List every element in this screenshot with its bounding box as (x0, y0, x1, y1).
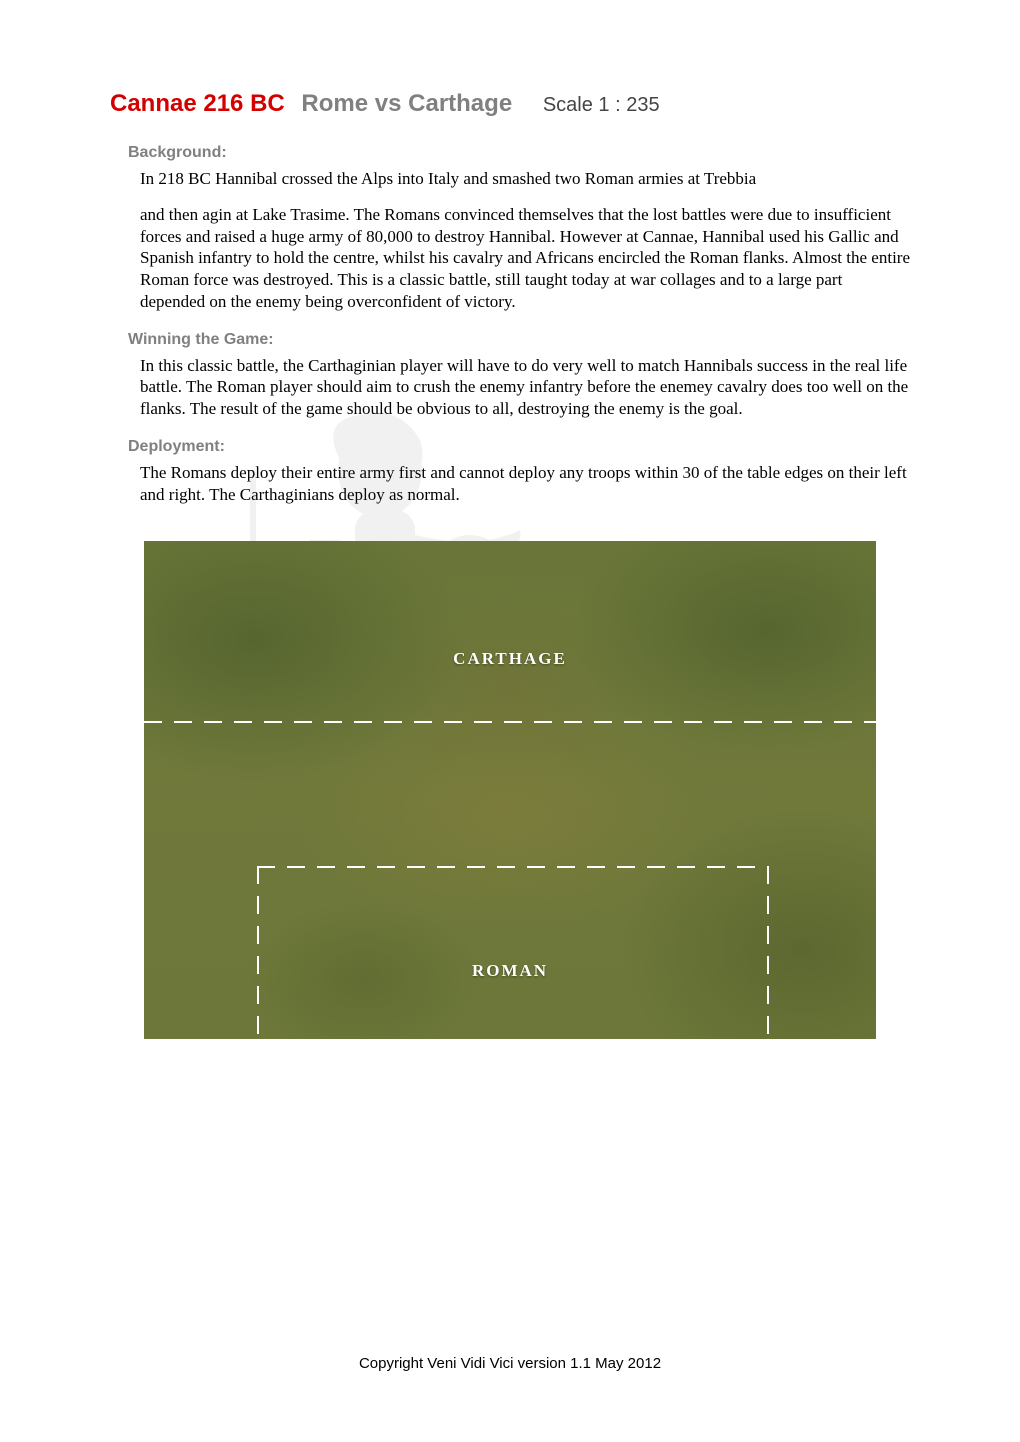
background-para-2: and then agin at Lake Trasime. The Roman… (140, 204, 910, 313)
title-scale: Scale 1 : 235 (543, 94, 660, 116)
map-label-roman: ROMAN (144, 961, 876, 981)
winning-para: In this classic battle, the Carthaginian… (140, 355, 910, 420)
roman-box-right (767, 866, 769, 1039)
footer-copyright: Copyright Veni Vidi Vici version 1.1 May… (0, 1355, 1020, 1372)
title-name: Cannae 216 BC (110, 90, 285, 117)
roman-box-left (257, 866, 259, 1039)
deployment-heading: Deployment: (128, 438, 910, 456)
winning-heading: Winning the Game: (128, 331, 910, 349)
title-subtitle: Rome vs Carthage (301, 90, 512, 117)
carthage-deployment-line (144, 721, 876, 723)
roman-box-top (257, 866, 767, 868)
background-heading: Background: (128, 144, 910, 162)
map-label-carthage: CARTHAGE (144, 649, 876, 669)
map-container: CARTHAGE ROMAN (110, 541, 910, 1039)
background-para-1: In 218 BC Hannibal crossed the Alps into… (140, 168, 910, 190)
page-title: Cannae 216 BC Rome vs Carthage Scale 1 :… (110, 90, 910, 118)
battlefield-map: CARTHAGE ROMAN (144, 541, 876, 1039)
page: Cannae 216 BC Rome vs Carthage Scale 1 :… (0, 0, 1020, 1079)
deployment-para: The Romans deploy their entire army firs… (140, 462, 910, 506)
